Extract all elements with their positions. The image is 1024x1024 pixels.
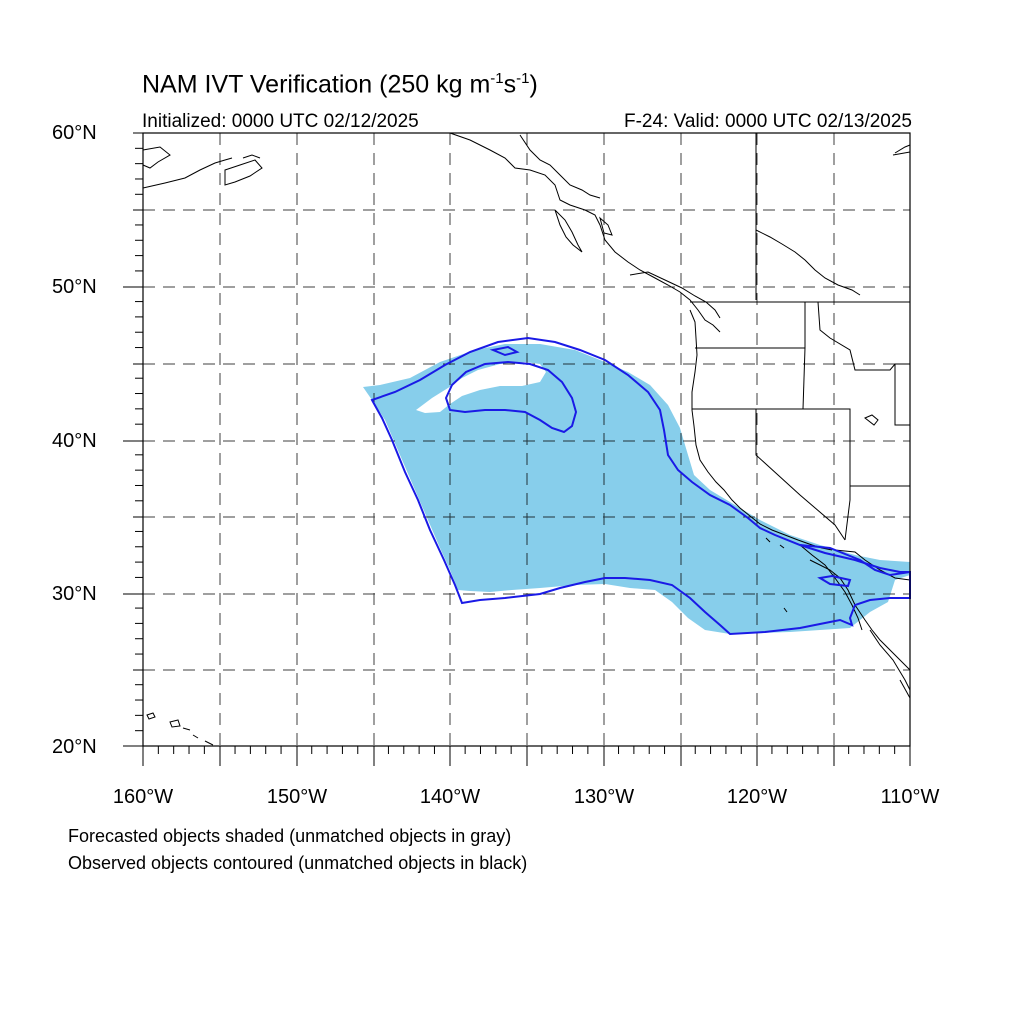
lon-label-150w: 150°W [266,786,328,808]
observed-ivt-contour [370,336,911,636]
minor-tick-marks [135,147,896,754]
title-exponent-2: -1 [516,70,530,87]
title-exponent-1: -1 [490,70,504,87]
lon-label-130w: 130°W [573,786,635,808]
lat-label-20n: 20°N [52,736,97,758]
lon-label-110w: 110°W [880,786,940,808]
forecast-gap-region [416,362,546,413]
lat-label-60n: 60°N [52,122,97,144]
graticule [143,133,910,746]
forecast-legend-note: Forecasted objects shaded (unmatched obj… [68,826,512,846]
valid-time: F-24: Valid: 0000 UTC 02/13/2025 [624,111,912,132]
map-title: NAM IVT Verification (250 kg m-1s-1) [142,70,538,99]
lon-label-140w: 140°W [419,786,481,808]
title-text: NAM IVT Verification (250 kg m [142,70,491,99]
lon-label-120w: 120°W [726,786,788,808]
lat-label-30n: 30°N [52,583,97,605]
title-unit-s: s [503,70,517,99]
tick-marks [123,132,911,766]
initialized-time: Initialized: 0000 UTC 02/12/2025 [142,111,419,132]
observed-legend-note: Observed objects contoured (unmatched ob… [68,853,528,873]
lat-label-40n: 40°N [52,430,97,452]
lon-label-160w: 160°W [112,786,174,808]
coastlines [142,132,911,746]
title-close: ) [529,70,538,99]
forecast-ivt-object [363,344,910,634]
lat-label-50n: 50°N [52,276,97,298]
